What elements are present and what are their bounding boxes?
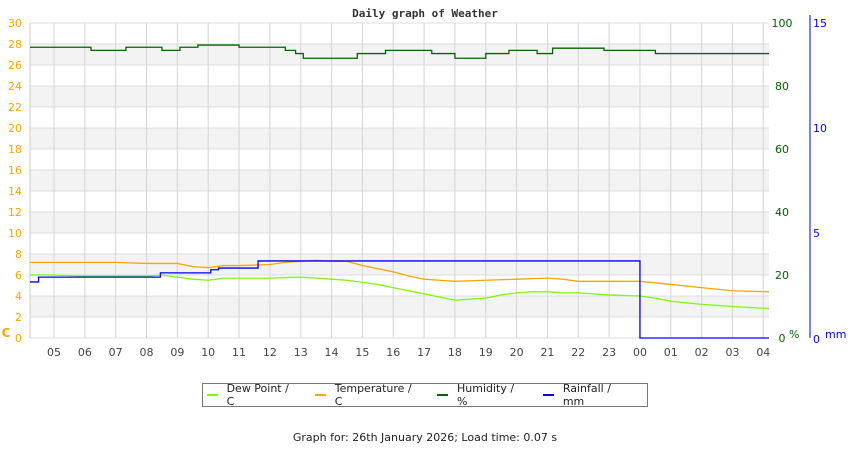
x-tick-label: 04 xyxy=(756,346,770,359)
x-tick-label: 05 xyxy=(47,346,61,359)
x-tick-label: 19 xyxy=(479,346,493,359)
legend-swatch xyxy=(315,394,326,396)
grid-band xyxy=(30,86,769,107)
legend-item-dew-point: Dew Point / C xyxy=(207,382,297,408)
legend-label: Dew Point / C xyxy=(226,382,289,408)
footer-status: Graph for: 26th January 2026; Load time:… xyxy=(292,431,558,444)
y-tick-label-left: 16 xyxy=(8,164,22,177)
y-tick-label-left: 20 xyxy=(8,122,22,135)
legend-label: Humidity / % xyxy=(457,382,515,408)
y-tick-label-left: 28 xyxy=(8,38,22,51)
rain-axis-unit: mm xyxy=(825,328,846,341)
x-tick-label: 00 xyxy=(633,346,647,359)
x-tick-label: 11 xyxy=(232,346,246,359)
y-tick-label-rain: 0 xyxy=(813,333,820,346)
y-tick-label-left: 6 xyxy=(15,269,22,282)
x-tick-label: 07 xyxy=(109,346,123,359)
y-tick-label-humidity: 20 xyxy=(775,269,789,282)
y-tick-label-left: 12 xyxy=(8,206,22,219)
x-tick-label: 16 xyxy=(386,346,400,359)
legend-swatch xyxy=(437,394,448,396)
grid-band xyxy=(30,170,769,191)
legend-swatch xyxy=(207,394,218,396)
y-tick-label-left: 26 xyxy=(8,59,22,72)
x-tick-label: 20 xyxy=(510,346,524,359)
x-tick-label: 17 xyxy=(417,346,431,359)
y-tick-label-humidity: 0 xyxy=(779,332,786,345)
x-tick-label: 12 xyxy=(263,346,277,359)
x-tick-label: 18 xyxy=(448,346,462,359)
y-tick-label-rain: 5 xyxy=(813,227,820,240)
legend-item-rainfall: Rainfall / mm xyxy=(543,382,633,408)
y-tick-label-left: 30 xyxy=(8,17,22,30)
y-tick-label-left: 22 xyxy=(8,101,22,114)
series-line-dew xyxy=(30,274,770,310)
legend: Dew Point / C Temperature / C Humidity /… xyxy=(202,382,648,408)
grid-band xyxy=(30,128,769,149)
y-tick-label-left: 24 xyxy=(8,80,22,93)
left-axis-unit: C xyxy=(2,326,11,340)
grid-band xyxy=(30,212,769,233)
y-tick-label-left: 8 xyxy=(15,248,22,261)
x-tick-label: 13 xyxy=(294,346,308,359)
series-line-rainfall xyxy=(30,260,769,339)
y-tick-label-humidity: 40 xyxy=(775,206,789,219)
y-tick-label-left: 18 xyxy=(8,143,22,156)
y-tick-label-humidity: 100 xyxy=(772,17,793,30)
x-tick-label: 15 xyxy=(355,346,369,359)
y-tick-label-humidity: 80 xyxy=(775,80,789,93)
y-tick-label-rain: 10 xyxy=(813,122,827,135)
y-tick-label-left: 10 xyxy=(8,227,22,240)
x-tick-label: 08 xyxy=(140,346,154,359)
grid-band xyxy=(30,296,769,317)
grid-band xyxy=(30,44,769,65)
y-tick-label-left: 4 xyxy=(15,290,22,303)
x-tick-label: 22 xyxy=(571,346,585,359)
x-tick-label: 02 xyxy=(695,346,709,359)
x-tick-label: 10 xyxy=(201,346,215,359)
y-tick-label-rain: 15 xyxy=(813,17,827,30)
legend-item-humidity: Humidity / % xyxy=(437,382,525,408)
series-line-humidity xyxy=(30,44,769,59)
x-tick-label: 06 xyxy=(78,346,92,359)
y-tick-label-left: 2 xyxy=(15,311,22,324)
x-tick-label: 14 xyxy=(325,346,339,359)
legend-label: Rainfall / mm xyxy=(562,382,611,408)
chart-title: Daily graph of Weather xyxy=(352,7,498,20)
weather-chart: Daily graph of Weather024681012141618202… xyxy=(2,7,847,359)
grid-band xyxy=(30,254,769,275)
legend-label: Temperature / C xyxy=(334,382,412,408)
humidity-axis-unit: % xyxy=(789,328,799,341)
x-tick-label: 09 xyxy=(170,346,184,359)
y-tick-label-left: 14 xyxy=(8,185,22,198)
y-tick-label-left: 0 xyxy=(15,332,22,345)
legend-item-temperature: Temperature / C xyxy=(315,382,419,408)
y-tick-label-humidity: 60 xyxy=(775,143,789,156)
x-tick-label: 03 xyxy=(725,346,739,359)
x-tick-label: 01 xyxy=(664,346,678,359)
x-tick-label: 23 xyxy=(602,346,616,359)
legend-swatch xyxy=(543,394,554,396)
x-tick-label: 21 xyxy=(540,346,554,359)
series-line-temperature xyxy=(30,259,770,293)
